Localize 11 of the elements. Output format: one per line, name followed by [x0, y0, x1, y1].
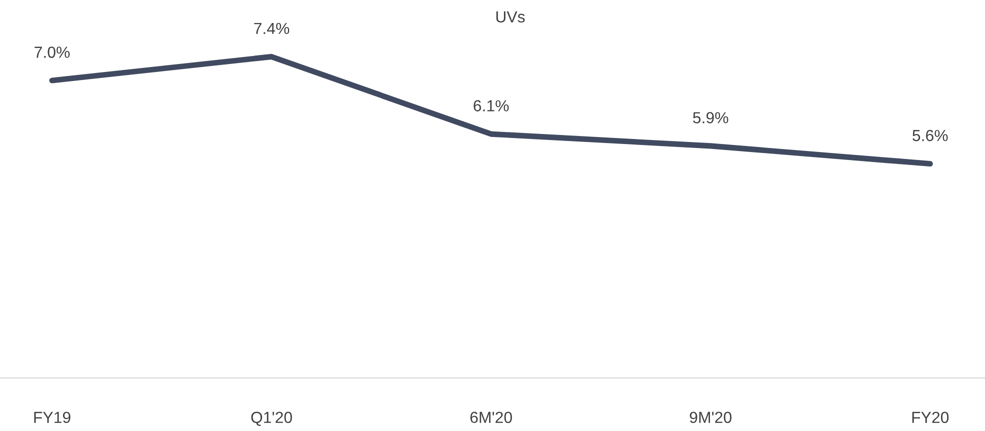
- data-label: 7.4%: [254, 22, 290, 34]
- data-label: 7.0%: [34, 46, 70, 58]
- chart-title: UVs: [496, 11, 525, 23]
- x-tick-label: FY20: [912, 412, 949, 424]
- data-label: 5.9%: [693, 112, 728, 124]
- data-label: 6.1%: [474, 100, 509, 112]
- x-tick-label: Q1'20: [251, 412, 292, 426]
- x-tick-label: 9M'20: [690, 412, 732, 424]
- x-tick-label: 6M'20: [470, 412, 512, 424]
- data-label: 5.6%: [912, 130, 948, 142]
- x-tick-label: FY19: [34, 412, 70, 424]
